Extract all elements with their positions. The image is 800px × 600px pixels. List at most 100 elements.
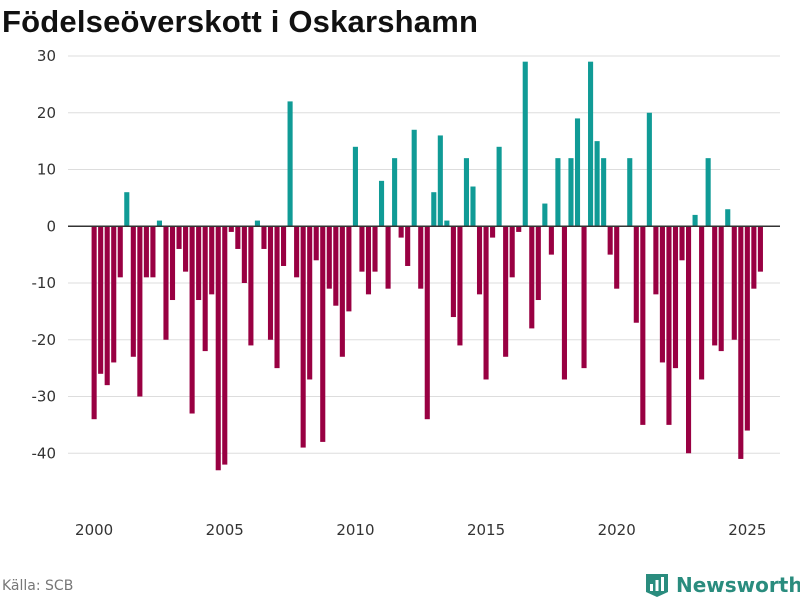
y-tick-label: -40: [32, 444, 57, 462]
bar: [98, 226, 104, 374]
bar: [385, 226, 391, 289]
y-tick-label: -10: [32, 274, 57, 292]
bar: [209, 226, 215, 295]
bar: [614, 226, 620, 289]
bar: [535, 226, 541, 301]
bar: [339, 226, 345, 357]
brand-logo: Newsworthy: [644, 570, 800, 600]
bar: [705, 158, 711, 227]
bar: [692, 214, 698, 227]
bar: [150, 226, 156, 278]
bar: [143, 226, 149, 278]
bar: [346, 226, 352, 312]
bar: [117, 226, 123, 278]
bar: [751, 226, 757, 289]
bar: [555, 158, 561, 227]
source-note: Källa: SCB: [2, 578, 74, 594]
bar: [437, 135, 443, 227]
bar: [653, 226, 659, 295]
y-tick-label: -20: [32, 331, 57, 349]
bar: [359, 226, 365, 272]
bar: [352, 146, 358, 227]
brand-name: Newsworthy: [676, 573, 800, 597]
bar: [235, 226, 241, 249]
bar: [411, 129, 417, 227]
bar: [725, 209, 731, 227]
bar: [241, 226, 247, 283]
bar: [378, 180, 385, 227]
bar: [104, 226, 110, 386]
bar: [490, 226, 496, 238]
bar: [398, 226, 404, 238]
bar: [483, 226, 489, 380]
bar: [470, 186, 476, 227]
bars: [91, 61, 763, 471]
bar: [405, 226, 411, 266]
bar: [516, 226, 522, 232]
y-tick-label: 10: [37, 161, 56, 179]
y-tick-label: -30: [32, 388, 57, 406]
bar: [424, 226, 430, 420]
bar: [248, 226, 254, 346]
bar: [666, 226, 672, 425]
bar: [633, 226, 639, 323]
grid-lines: [68, 55, 780, 454]
bar: [503, 226, 509, 357]
bar: [287, 101, 293, 227]
bar: [431, 192, 437, 227]
bar: [581, 226, 587, 369]
bar: [627, 158, 633, 227]
y-tick-label: 20: [37, 104, 56, 122]
bar: [607, 226, 613, 255]
bar: [522, 61, 528, 227]
bar: [300, 226, 306, 448]
bar: [326, 226, 332, 289]
x-tick-label: 2025: [728, 521, 766, 539]
bar: [731, 226, 737, 340]
bar: [189, 226, 195, 414]
y-axis-ticks: -40 -30 -20 -10 0 10 20 30: [32, 47, 57, 462]
bar: [228, 226, 234, 232]
bar: [294, 226, 300, 278]
bar: [281, 226, 287, 266]
bar: [457, 226, 463, 346]
bar: [183, 226, 189, 272]
bar: [509, 226, 515, 278]
bar: [372, 226, 378, 272]
bar: [496, 146, 502, 227]
bar: [313, 226, 319, 261]
bar: [574, 118, 581, 227]
x-tick-label: 2015: [467, 521, 505, 539]
bar: [444, 220, 450, 227]
bar: [91, 226, 97, 420]
bar: [588, 61, 594, 227]
bar: [176, 226, 182, 249]
bar: [163, 226, 169, 340]
bar: [215, 226, 221, 471]
bar: [254, 220, 260, 227]
bar: [307, 226, 313, 380]
bar: [196, 226, 202, 301]
bar: [686, 226, 692, 454]
bar: [267, 226, 274, 340]
bar: [169, 226, 176, 301]
x-tick-label: 2020: [598, 521, 636, 539]
bar: [744, 226, 750, 431]
chart-title: Födelseöverskott i Oskarshamn: [2, 4, 479, 39]
bar: [568, 158, 574, 227]
bar: [594, 141, 600, 227]
bar: [476, 226, 483, 295]
x-tick-label: 2005: [206, 521, 244, 539]
bar: [561, 226, 567, 380]
bar: [365, 226, 372, 295]
bar: [712, 226, 718, 346]
bar: [274, 226, 280, 369]
bar: [202, 226, 208, 352]
x-tick-label: 2010: [336, 521, 374, 539]
bar: [450, 226, 456, 318]
bar: [646, 112, 652, 227]
bar: [718, 226, 724, 352]
bar: [333, 226, 339, 306]
bar: [601, 158, 607, 227]
bar: [738, 226, 744, 459]
